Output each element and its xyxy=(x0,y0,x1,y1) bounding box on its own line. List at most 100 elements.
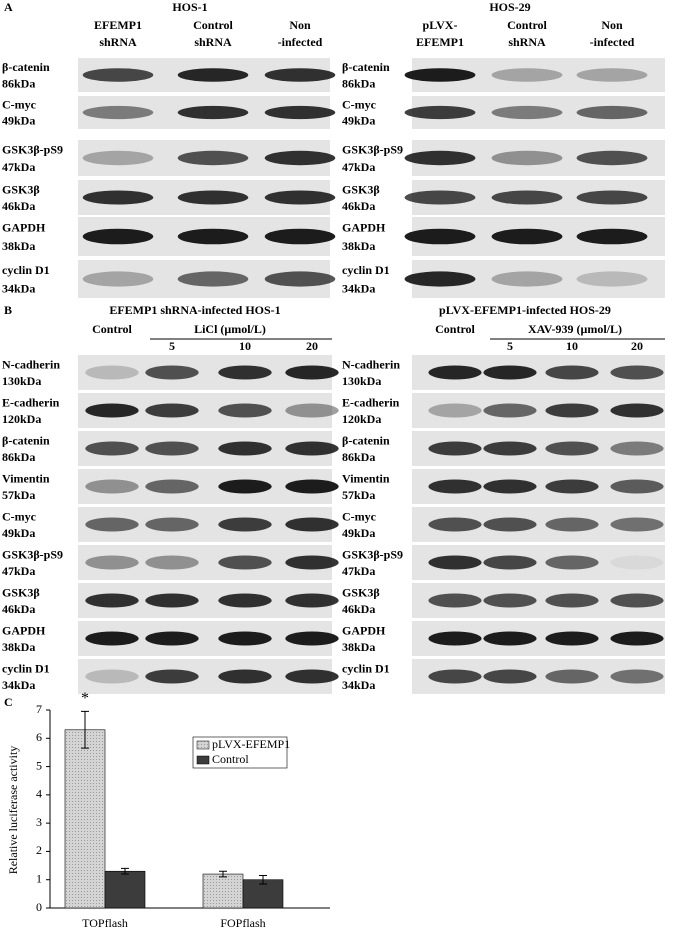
protein-label: GSK3β xyxy=(2,182,40,196)
size-label: 57kDa xyxy=(342,488,375,502)
size-label: 34kDa xyxy=(342,678,375,692)
band xyxy=(404,271,476,287)
band xyxy=(428,555,482,570)
y-tick-label: 1 xyxy=(36,871,42,885)
band xyxy=(545,403,599,418)
legend-swatch xyxy=(196,755,210,765)
protein-label: E-cadherin xyxy=(342,395,400,409)
band xyxy=(264,271,336,287)
protein-label: β-catenin xyxy=(2,60,50,74)
protein-label: GAPDH xyxy=(2,623,46,637)
size-label: 46kDa xyxy=(342,199,375,213)
band xyxy=(264,190,336,205)
band xyxy=(285,365,339,380)
dose-label: 20 xyxy=(631,339,643,353)
control-label: Control xyxy=(435,322,475,336)
band xyxy=(545,441,599,456)
size-label: 86kDa xyxy=(2,450,35,464)
band xyxy=(483,441,537,456)
lane-header: EFEMP1 xyxy=(416,35,464,49)
lane-header: shRNA xyxy=(99,35,137,49)
band xyxy=(404,105,476,120)
size-label: 86kDa xyxy=(2,76,35,90)
size-label: 49kDa xyxy=(342,113,375,127)
band xyxy=(576,228,648,245)
dose-label: 20 xyxy=(306,339,318,353)
size-label: 47kDa xyxy=(2,160,35,174)
band xyxy=(285,555,339,570)
y-tick-label: 0 xyxy=(36,900,42,914)
band xyxy=(177,271,249,287)
band xyxy=(285,631,339,646)
control-label: Control xyxy=(92,322,132,336)
y-axis-label: Relative luciferase activity xyxy=(6,746,20,875)
band xyxy=(545,593,599,608)
size-label: 49kDa xyxy=(2,113,35,127)
band xyxy=(218,669,272,684)
band xyxy=(145,555,199,570)
band xyxy=(610,631,664,646)
treatment-label: LiCl (μmol/L) xyxy=(194,322,266,336)
band xyxy=(610,593,664,608)
band xyxy=(85,441,139,456)
protein-label: GSK3β-pS9 xyxy=(2,547,63,561)
band xyxy=(82,68,154,82)
band xyxy=(285,669,339,684)
band xyxy=(82,105,154,120)
band xyxy=(218,365,272,380)
size-label: 47kDa xyxy=(342,564,375,578)
band xyxy=(145,403,199,418)
panel-label: C xyxy=(4,695,13,709)
band xyxy=(483,593,537,608)
band xyxy=(545,669,599,684)
band xyxy=(264,105,336,120)
blot-title: EFEMP1 shRNA-infected HOS-1 xyxy=(109,303,280,317)
band xyxy=(428,593,482,608)
band xyxy=(85,479,139,494)
size-label: 46kDa xyxy=(342,602,375,616)
legend-label: Control xyxy=(212,752,249,766)
band xyxy=(545,517,599,532)
bar xyxy=(202,873,244,909)
protein-label: cyclin D1 xyxy=(2,263,50,277)
band xyxy=(428,517,482,532)
band xyxy=(85,593,139,608)
treatment-label: XAV-939 (μmol/L) xyxy=(528,322,622,336)
band xyxy=(491,190,563,205)
panel-label: B xyxy=(4,303,12,317)
protein-label: β-catenin xyxy=(342,60,390,74)
band xyxy=(545,555,599,570)
band xyxy=(285,441,339,456)
protein-label: GSK3β xyxy=(342,182,380,196)
band xyxy=(177,150,249,166)
protein-label: Vimentin xyxy=(342,471,390,485)
x-tick-label: FOPflash xyxy=(220,916,265,930)
y-tick-label: 7 xyxy=(36,702,42,716)
protein-label: β-catenin xyxy=(342,433,390,447)
band xyxy=(545,479,599,494)
lane-header: Control xyxy=(507,18,547,32)
band xyxy=(610,517,664,532)
band xyxy=(610,669,664,684)
protein-label: GSK3β xyxy=(342,585,380,599)
size-label: 49kDa xyxy=(2,526,35,540)
band xyxy=(491,68,563,82)
protein-label: GAPDH xyxy=(342,220,386,234)
size-label: 38kDa xyxy=(2,239,35,253)
size-label: 120kDa xyxy=(342,412,381,426)
band xyxy=(85,631,139,646)
size-label: 47kDa xyxy=(2,564,35,578)
protein-label: N-cadherin xyxy=(2,357,60,371)
significance-mark: * xyxy=(81,690,89,707)
band xyxy=(264,150,336,166)
y-tick-label: 5 xyxy=(36,758,42,772)
lane-header: -infected xyxy=(590,35,635,49)
band xyxy=(285,517,339,532)
dose-label: 5 xyxy=(507,339,513,353)
band xyxy=(610,441,664,456)
band xyxy=(428,441,482,456)
band xyxy=(576,271,648,287)
blot-title: HOS-1 xyxy=(172,0,207,14)
band xyxy=(145,365,199,380)
